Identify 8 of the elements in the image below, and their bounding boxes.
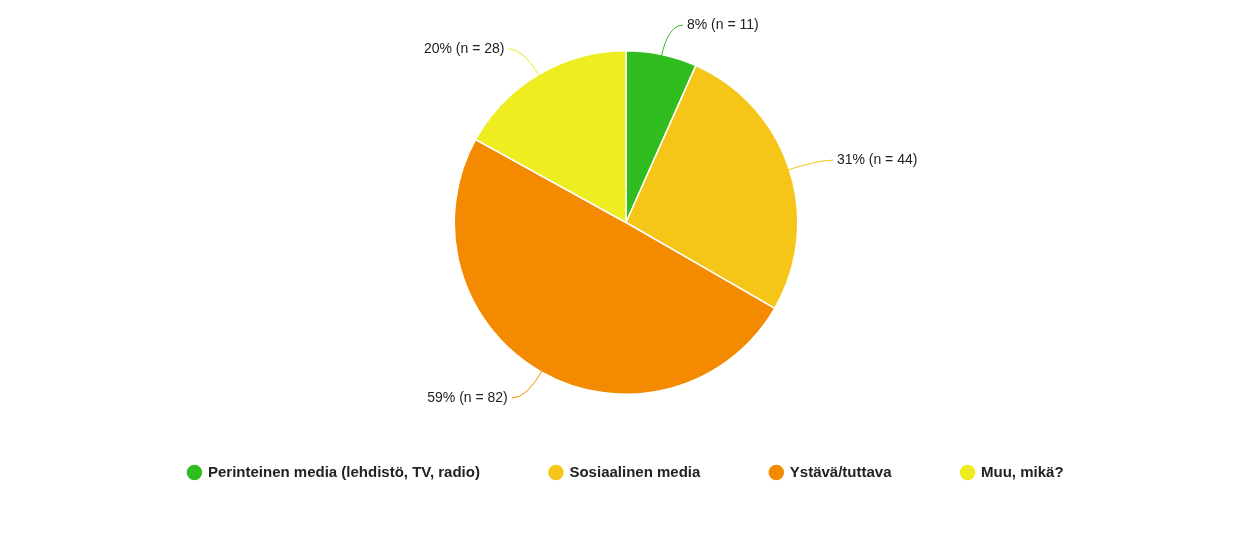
- legend-label: Muu, mikä?: [981, 462, 1064, 480]
- legend-label: Perinteinen media (lehdistö, TV, radio): [207, 462, 480, 480]
- data-label: 8% (n = 11): [686, 16, 759, 33]
- data-label: 20% (n = 28): [423, 39, 505, 56]
- data-label: 59% (n = 82): [427, 389, 508, 406]
- legend-label: Ystävä/tuttava: [789, 462, 893, 480]
- data-label: 31% (n = 44): [836, 151, 918, 168]
- legend-label: Sosiaalinen media: [569, 462, 701, 480]
